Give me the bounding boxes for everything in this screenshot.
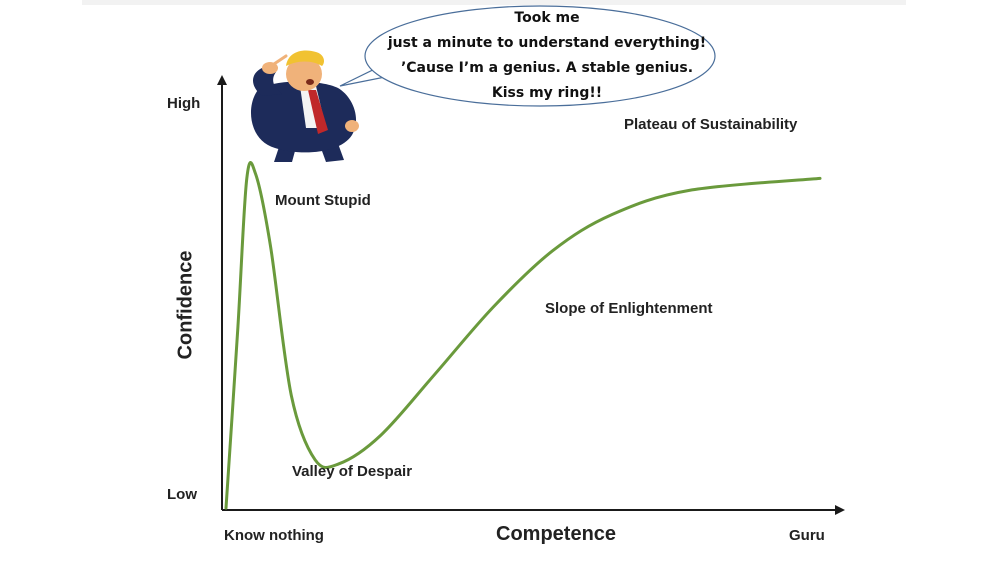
- x-tick-label-know-nothing: Know nothing: [224, 527, 324, 544]
- annotation-slope-of-enlightenment: Slope of Enlightenment: [545, 300, 713, 317]
- annotation-valley-of-despair: Valley of Despair: [292, 463, 413, 480]
- speech-bubble-body: [364, 5, 716, 107]
- top-border-strip: [82, 0, 906, 5]
- y-axis-title: Confidence: [174, 250, 197, 360]
- cartoon-man-pointing-at-head: [250, 50, 359, 162]
- speech-bubble-text: Took me just a minute to understand ever…: [372, 6, 722, 106]
- y-tick-label-high: High: [167, 95, 201, 112]
- speech-line-3: ’Cause I’m a genius. A stable genius.: [400, 60, 694, 76]
- speech-line-1: Took me: [514, 10, 580, 26]
- series-line: [224, 161, 822, 510]
- speech-line-2: just a minute to understand everything!: [387, 35, 707, 51]
- annotation-plateau-of-sustainability: Plateau of Sustainability: [624, 116, 798, 133]
- annotation-mount-stupid: Mount Stupid: [275, 192, 371, 209]
- speech-line-4: Kiss my ring!!: [491, 85, 603, 101]
- x-axis-title: Competence: [496, 523, 617, 545]
- x-tick-label-guru: Guru: [789, 527, 825, 544]
- speech-bubble: [339, 5, 716, 107]
- y-tick-label-low: Low: [167, 486, 197, 503]
